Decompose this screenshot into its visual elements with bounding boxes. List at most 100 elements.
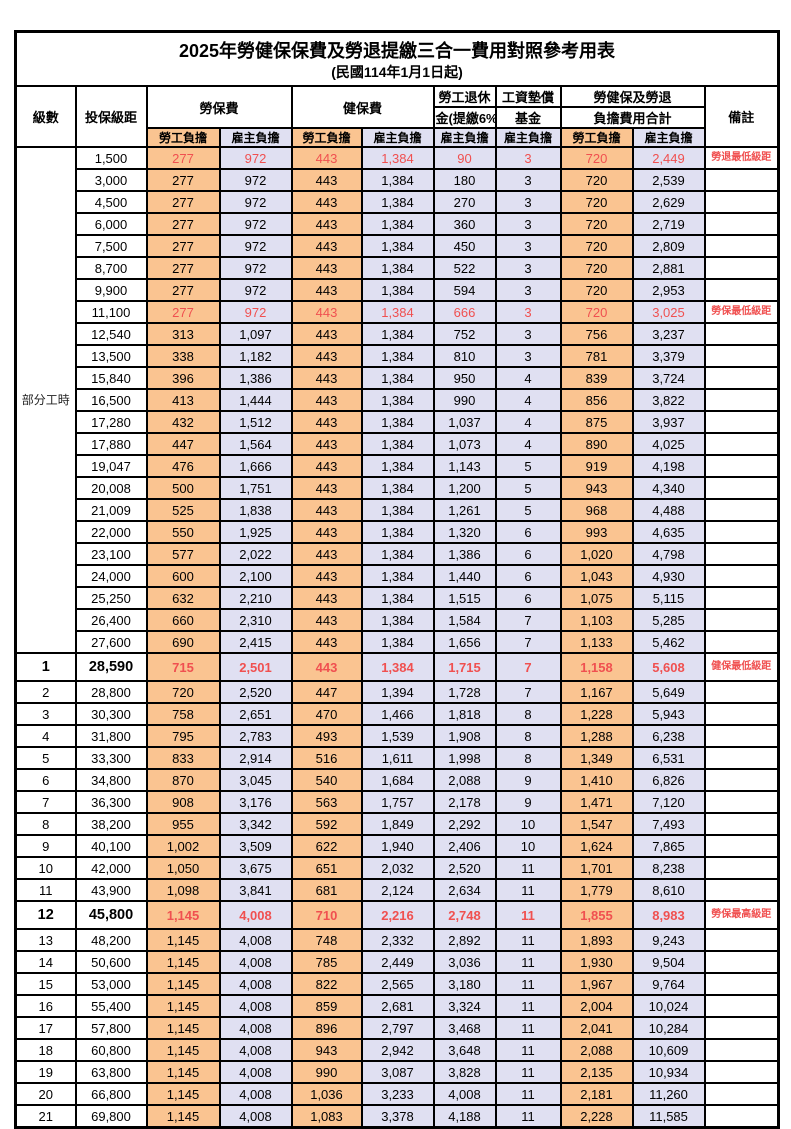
- value-cell: 1,584: [432, 608, 497, 632]
- value-cell: 443: [290, 366, 363, 390]
- value-cell: 10: [494, 834, 562, 858]
- bracket-cell: 53,000: [74, 972, 148, 996]
- value-cell: 3,379: [631, 344, 706, 368]
- page-subtitle: (民國114年1月1日起): [331, 63, 463, 80]
- note-cell: [703, 608, 780, 632]
- note-cell: [703, 1038, 780, 1062]
- value-cell: 443: [290, 520, 363, 544]
- value-cell: 443: [290, 322, 363, 346]
- value-cell: 1,539: [360, 724, 435, 748]
- value-cell: 810: [432, 344, 497, 368]
- value-cell: 720: [559, 234, 634, 258]
- subheader-labor-employer: 雇主負擔: [218, 127, 293, 148]
- value-cell: 6: [494, 520, 562, 544]
- value-cell: 1,466: [360, 702, 435, 726]
- value-cell: 1,145: [145, 900, 221, 930]
- value-cell: 632: [145, 586, 221, 610]
- value-cell: 443: [290, 542, 363, 566]
- value-cell: 7,865: [631, 834, 706, 858]
- value-cell: 3,822: [631, 388, 706, 412]
- value-cell: 10,609: [631, 1038, 706, 1062]
- value-cell: 943: [559, 476, 634, 500]
- value-cell: 1,384: [360, 630, 435, 654]
- value-cell: 896: [290, 1016, 363, 1040]
- value-cell: 3,378: [360, 1104, 435, 1129]
- value-cell: 1,611: [360, 746, 435, 770]
- value-cell: 443: [290, 300, 363, 324]
- note-cell: [703, 1104, 780, 1129]
- bracket-cell: 36,300: [74, 790, 148, 814]
- value-cell: 972: [218, 300, 293, 324]
- subheader-health-employer: 雇主負擔: [360, 127, 435, 148]
- value-cell: 990: [432, 388, 497, 412]
- value-cell: 1,320: [432, 520, 497, 544]
- value-cell: 1,624: [559, 834, 634, 858]
- value-cell: 11,585: [631, 1104, 706, 1129]
- level-cell: 12: [14, 900, 77, 930]
- bracket-cell: 22,000: [74, 520, 148, 544]
- table-row: 5 33,300 833 2,914 516 1,611 1,998 8 1,349 6,531: [14, 746, 780, 770]
- value-cell: 2,022: [218, 542, 293, 566]
- value-cell: 443: [290, 410, 363, 434]
- note-cell: [703, 168, 780, 192]
- value-cell: 2,520: [218, 680, 293, 704]
- note-cell: [703, 878, 780, 902]
- note-cell: [703, 680, 780, 704]
- value-cell: 8,610: [631, 878, 706, 902]
- note-cell: [703, 702, 780, 726]
- value-cell: 443: [290, 256, 363, 280]
- value-cell: 443: [290, 432, 363, 456]
- value-cell: 839: [559, 366, 634, 390]
- value-cell: 972: [218, 234, 293, 258]
- bracket-cell: 60,800: [74, 1038, 148, 1062]
- value-cell: 1,728: [432, 680, 497, 704]
- bracket-cell: 24,000: [74, 564, 148, 588]
- value-cell: 1,564: [218, 432, 293, 456]
- table-row: 8,700 277 972 443 1,384 522 3 720 2,881: [16, 256, 780, 280]
- value-cell: 4: [494, 388, 562, 412]
- table-row: 11,100 277 972 443 1,384 666 3 720 3,025 勞保最低級距: [16, 300, 780, 324]
- subheader-total-employee: 勞工負擔: [559, 127, 634, 148]
- value-cell: 1,757: [360, 790, 435, 814]
- value-cell: 4,198: [631, 454, 706, 478]
- value-cell: 11: [494, 950, 562, 974]
- note-cell: [703, 190, 780, 214]
- note-cell: [703, 520, 780, 544]
- table-row: 17,880 447 1,564 443 1,384 1,073 4 890 4,025: [16, 432, 780, 456]
- table-row: 3,000 277 972 443 1,384 180 3 720 2,539: [16, 168, 780, 192]
- note-cell: [703, 812, 780, 836]
- value-cell: 10,284: [631, 1016, 706, 1040]
- title-block: 2025年勞健保保費及勞退提繳三合一費用對照參考用表 (民國114年1月1日起): [14, 30, 780, 87]
- value-cell: 577: [145, 542, 221, 566]
- value-cell: 1,779: [559, 878, 634, 902]
- value-cell: 1,384: [360, 432, 435, 456]
- note-cell: [703, 790, 780, 814]
- level-cell: 17: [14, 1016, 77, 1040]
- value-cell: 720: [559, 146, 634, 170]
- value-cell: 1,940: [360, 834, 435, 858]
- value-cell: 1,818: [432, 702, 497, 726]
- value-cell: 1,098: [145, 878, 221, 902]
- level-cell: 14: [14, 950, 77, 974]
- value-cell: 2,634: [432, 878, 497, 902]
- value-cell: 5: [494, 454, 562, 478]
- level-cell: 9: [14, 834, 77, 858]
- table-row: 19,047 476 1,666 443 1,384 1,143 5 919 4,198: [16, 454, 780, 478]
- level-cell: 13: [14, 928, 77, 952]
- value-cell: 622: [290, 834, 363, 858]
- value-cell: 6: [494, 564, 562, 588]
- value-cell: 1,384: [360, 146, 435, 170]
- table-row: 21 69,800 1,145 4,008 1,083 3,378 4,188 11 2,228…: [14, 1104, 780, 1129]
- value-cell: 1,384: [360, 564, 435, 588]
- table-row: 12 45,800 1,145 4,008 710 2,216 2,748 11 1,855 8,…: [14, 900, 780, 930]
- value-cell: 6,531: [631, 746, 706, 770]
- note-cell: [703, 366, 780, 390]
- table-row: 27,600 690 2,415 443 1,384 1,656 7 1,133 5,462: [16, 630, 780, 654]
- bracket-cell: 15,840: [74, 366, 148, 390]
- value-cell: 7: [494, 680, 562, 704]
- value-cell: 1,145: [145, 1016, 221, 1040]
- value-cell: 11: [494, 1016, 562, 1040]
- value-cell: 1,103: [559, 608, 634, 632]
- value-cell: 1,036: [290, 1082, 363, 1106]
